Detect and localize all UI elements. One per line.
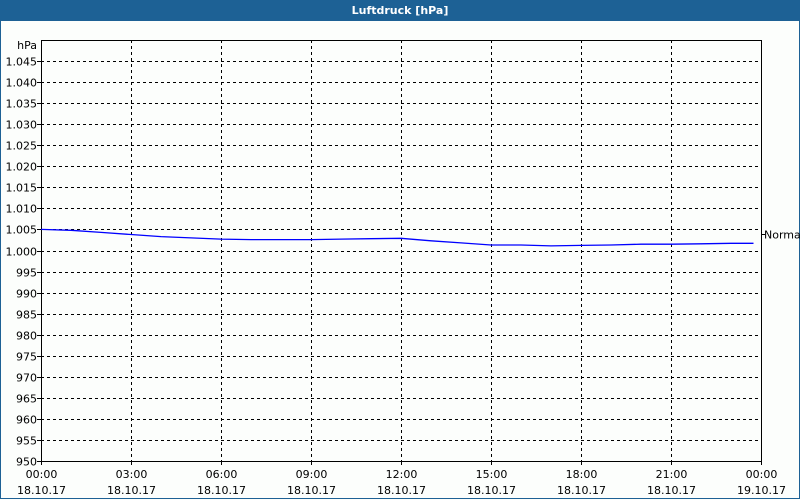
y-tick-label: 1.045 <box>6 56 38 69</box>
y-tick-label: 955 <box>16 435 37 448</box>
y-tick-label: 950 <box>16 456 37 469</box>
y-tick-label: 985 <box>16 309 37 322</box>
y-tick-label: 960 <box>16 414 37 427</box>
pressure-series-line <box>40 228 754 247</box>
x-tick-date: 18.10.17 <box>287 484 336 497</box>
x-tick-date: 18.10.17 <box>197 484 246 497</box>
y-tick-label: 990 <box>16 288 37 301</box>
x-tick-time: 00:00 <box>746 468 778 481</box>
x-tick-time: 06:00 <box>206 468 238 481</box>
y-tick-label: 1.035 <box>6 98 38 111</box>
x-tick-date: 19.10.17 <box>737 484 786 497</box>
x-tick-time: 00:00 <box>26 468 58 481</box>
y-tick-label: 1.005 <box>6 224 38 237</box>
y-tick-label: 1.025 <box>6 140 38 153</box>
y-tick-label: 1.010 <box>6 203 38 216</box>
plot-frame <box>41 40 762 462</box>
y-tick-label: 975 <box>16 351 37 364</box>
y-tick-label: 1.020 <box>6 161 38 174</box>
y-tick-label: 1.030 <box>6 119 38 132</box>
y-axis-label: hPa <box>17 39 37 52</box>
y-tick-label: 965 <box>16 393 37 406</box>
x-tick-date: 18.10.17 <box>17 484 66 497</box>
window-title: Luftdruck [hPa] <box>0 0 800 21</box>
x-tick-date: 18.10.17 <box>377 484 426 497</box>
x-tick-date: 18.10.17 <box>467 484 516 497</box>
y-tick-label: 1.015 <box>6 182 38 195</box>
x-tick-time: 18:00 <box>566 468 598 481</box>
x-tick-time: 21:00 <box>656 468 688 481</box>
x-tick-date: 18.10.17 <box>557 484 606 497</box>
normal-label: Normal <box>764 229 800 242</box>
x-tick-time: 09:00 <box>296 468 328 481</box>
y-tick-label: 980 <box>16 330 37 343</box>
x-tick-time: 15:00 <box>476 468 508 481</box>
y-tick-label: 1.000 <box>6 246 38 259</box>
x-tick-date: 18.10.17 <box>107 484 156 497</box>
x-tick-time: 03:00 <box>116 468 148 481</box>
y-tick-label: 970 <box>16 372 37 385</box>
y-tick-label: 1.040 <box>6 77 38 90</box>
y-tick-label: 995 <box>16 267 37 280</box>
x-tick-time: 12:00 <box>386 468 418 481</box>
x-tick-date: 18.10.17 <box>647 484 696 497</box>
